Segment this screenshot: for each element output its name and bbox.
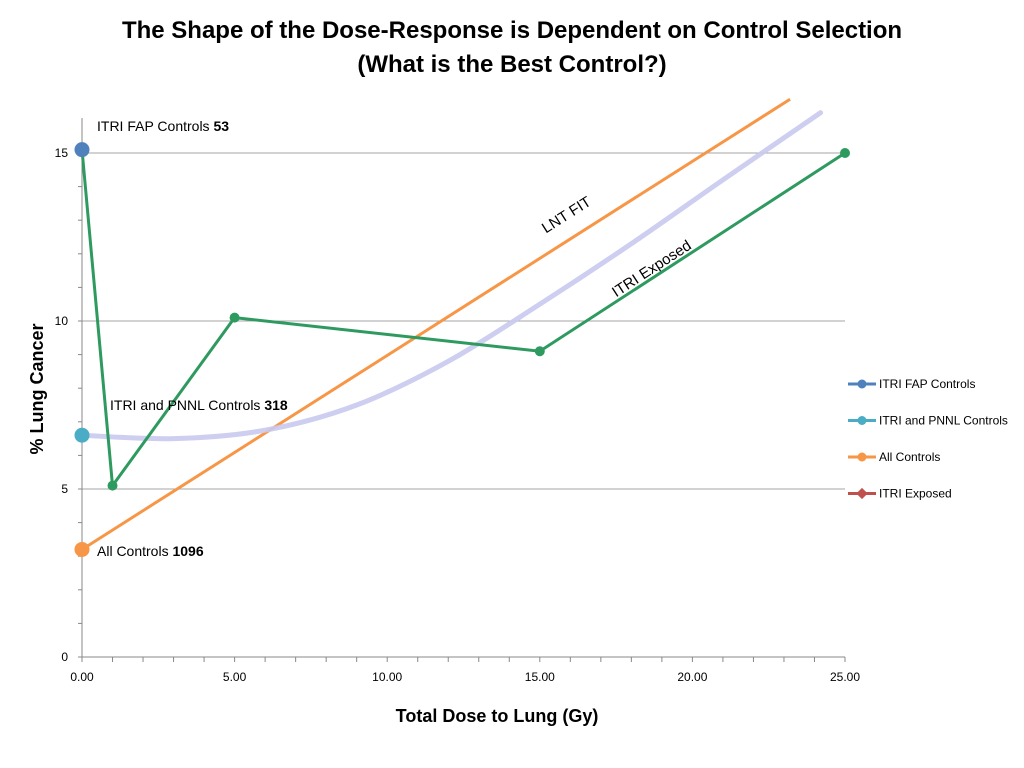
y-axis-title: % Lung Cancer: [27, 323, 47, 454]
annotation-label: ITRI FAP Controls: [97, 118, 213, 134]
lnt-fit-line: [81, 97, 791, 551]
x-tick-label: 20.00: [677, 670, 707, 684]
control-point: [74, 142, 90, 158]
x-tick-label: 0.00: [70, 670, 94, 684]
itri-exposed-point: [229, 312, 240, 323]
grid-lines: [82, 152, 845, 490]
legend-marker: [857, 379, 867, 389]
annotation-count: 53: [213, 118, 229, 134]
control-annotation: ITRI and PNNL Controls 318: [110, 397, 288, 413]
itri-exposed-point: [840, 148, 850, 158]
y-tick-label: 0: [61, 650, 68, 664]
legend-marker: [857, 452, 867, 462]
itri-exposed-point: [107, 480, 118, 491]
annotation-count: 1096: [172, 543, 203, 559]
chart-title: The Shape of the Dose-Response is Depend…: [121, 17, 903, 44]
legend-marker: [857, 416, 867, 425]
y-tick-label: 15: [55, 146, 69, 160]
annotation-count: 318: [264, 397, 288, 413]
itri-exposed-point: [534, 346, 545, 357]
annotation-label: ITRI and PNNL Controls: [110, 397, 264, 413]
x-tick-label: 5.00: [223, 670, 247, 684]
legend-label: ITRI FAP Controls: [879, 377, 975, 391]
x-tick-label: 15.00: [525, 670, 555, 684]
y-tick-label: 5: [61, 482, 68, 496]
legend: ITRI FAP Controls ITRI and PNNL Controls A…: [848, 377, 1008, 501]
axes: [81, 118, 845, 658]
x-tick-label: 10.00: [372, 670, 402, 684]
x-axis-title: Total Dose to Lung (Gy): [396, 706, 599, 726]
y-tick-label: 10: [55, 314, 69, 328]
legend-label: All Controls: [879, 450, 940, 464]
control-point: [74, 427, 90, 443]
control-annotation: All Controls 1096: [97, 543, 204, 559]
control-points: [74, 142, 90, 557]
control-point: [74, 541, 90, 557]
itri-exposed-fit-curve: [79, 110, 824, 442]
control-annotation: ITRI FAP Controls 53: [97, 118, 229, 134]
x-tick-label: 25.00: [830, 670, 860, 684]
annotations: ITRI FAP Controls 53 ITRI and PNNL Contro…: [97, 118, 288, 559]
exposed-series: [80, 148, 850, 491]
annotation-label: All Controls: [97, 543, 172, 559]
legend-marker: [856, 487, 868, 500]
itri-exposed-fit-label: ITRI Exposed: [609, 237, 694, 301]
axis-ticks: 0 5 10 15 0.00 5.00 10.00 15.00 20.00 25.00: [55, 146, 861, 684]
legend-label: ITRI and PNNL Controls: [879, 414, 1008, 428]
legend-label: ITRI Exposed: [879, 487, 952, 501]
chart-subtitle: (What is the Best Control?): [357, 51, 667, 78]
